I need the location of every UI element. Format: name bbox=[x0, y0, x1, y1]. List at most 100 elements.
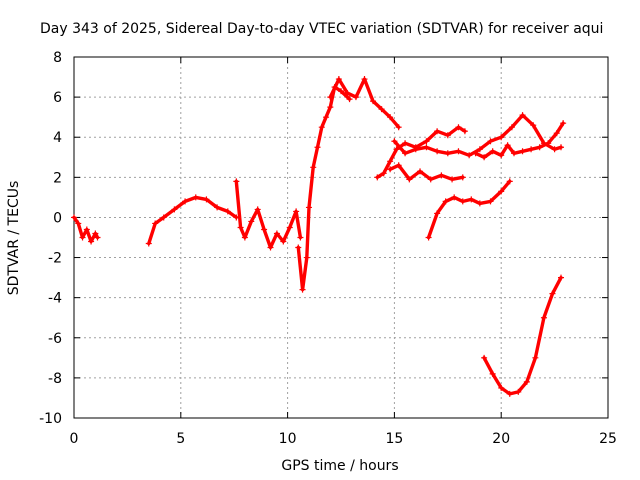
data-point bbox=[241, 234, 248, 241]
data-point bbox=[286, 224, 293, 231]
data-point bbox=[553, 130, 560, 137]
data-point bbox=[310, 164, 317, 171]
data-point bbox=[466, 152, 473, 159]
data-point bbox=[374, 174, 381, 181]
x-tick-label: 15 bbox=[385, 431, 403, 447]
data-point bbox=[361, 76, 368, 83]
data-point bbox=[79, 234, 86, 241]
data-point bbox=[508, 124, 515, 131]
x-tick-label: 10 bbox=[279, 431, 297, 447]
data-point bbox=[233, 178, 240, 185]
series-arc-10 bbox=[426, 179, 512, 240]
data-point bbox=[182, 198, 189, 205]
data-point bbox=[406, 176, 413, 183]
data-point bbox=[305, 204, 312, 211]
data-point bbox=[558, 274, 565, 281]
y-tick-label: 4 bbox=[53, 130, 62, 146]
data-point bbox=[318, 124, 325, 131]
data-point bbox=[434, 210, 441, 217]
data-point bbox=[237, 224, 244, 231]
data-point bbox=[402, 150, 409, 157]
data-point bbox=[519, 112, 526, 119]
data-point bbox=[203, 196, 210, 203]
data-point bbox=[442, 198, 449, 205]
data-point bbox=[352, 94, 359, 101]
data-point bbox=[88, 238, 95, 245]
data-point bbox=[214, 204, 221, 211]
data-point bbox=[455, 148, 462, 155]
data-point bbox=[498, 134, 505, 141]
series-arc-7 bbox=[388, 163, 465, 182]
data-point bbox=[412, 146, 419, 153]
data-point bbox=[378, 106, 385, 113]
x-tick-label: 20 bbox=[492, 431, 510, 447]
data-point bbox=[267, 244, 274, 251]
data-point bbox=[528, 146, 535, 153]
data-point bbox=[515, 388, 522, 395]
data-point bbox=[532, 354, 539, 361]
series-arc-3 bbox=[234, 179, 303, 250]
x-tick-label: 0 bbox=[70, 431, 79, 447]
data-point bbox=[346, 96, 353, 103]
data-point bbox=[299, 286, 306, 293]
data-point bbox=[449, 176, 456, 183]
data-point bbox=[380, 170, 387, 177]
y-tick-label: 2 bbox=[53, 170, 62, 186]
y-tick-label: -10 bbox=[39, 411, 62, 427]
data-point bbox=[489, 148, 496, 155]
data-point bbox=[444, 132, 451, 139]
data-point bbox=[498, 152, 505, 159]
data-point bbox=[536, 144, 543, 151]
data-point bbox=[71, 214, 77, 221]
data-point bbox=[472, 150, 479, 157]
data-point bbox=[558, 144, 565, 151]
data-point bbox=[393, 146, 400, 153]
y-tick-label: 6 bbox=[53, 90, 62, 106]
data-point bbox=[402, 140, 409, 147]
data-point bbox=[481, 354, 488, 361]
data-point bbox=[254, 206, 261, 213]
data-point bbox=[338, 88, 344, 95]
y-tick-label: -8 bbox=[48, 371, 62, 387]
data-point bbox=[487, 138, 494, 145]
y-tick-label: -6 bbox=[48, 331, 62, 347]
data-point bbox=[145, 240, 152, 247]
data-point bbox=[303, 254, 310, 261]
data-point bbox=[476, 146, 483, 153]
data-point bbox=[468, 196, 475, 203]
x-axis-label: GPS time / hours bbox=[281, 458, 398, 474]
data-point bbox=[438, 172, 445, 179]
data-point bbox=[391, 138, 398, 145]
data-series bbox=[71, 76, 567, 397]
data-point bbox=[387, 114, 394, 121]
series-arc-2 bbox=[147, 195, 239, 246]
data-point bbox=[530, 122, 537, 129]
data-point bbox=[314, 144, 321, 151]
data-point bbox=[152, 220, 159, 227]
data-point bbox=[423, 144, 430, 151]
data-point bbox=[171, 206, 178, 213]
data-point bbox=[293, 208, 300, 215]
data-point bbox=[75, 220, 82, 227]
chart-title: Day 343 of 2025, Sidereal Day-to-day VTE… bbox=[40, 21, 603, 37]
data-point bbox=[461, 128, 468, 135]
y-tick-label: 8 bbox=[53, 50, 62, 66]
data-point bbox=[92, 230, 99, 237]
data-point bbox=[487, 198, 494, 205]
data-point bbox=[481, 154, 488, 161]
ticks bbox=[73, 56, 609, 419]
y-tick-label: 0 bbox=[53, 210, 62, 226]
x-tick-label: 25 bbox=[599, 431, 617, 447]
data-point bbox=[248, 218, 255, 225]
data-point bbox=[335, 76, 342, 83]
data-point bbox=[504, 142, 511, 149]
data-point bbox=[395, 124, 402, 131]
data-point bbox=[423, 138, 430, 145]
data-point bbox=[327, 94, 334, 101]
data-point bbox=[370, 98, 377, 105]
data-point bbox=[395, 162, 402, 169]
series-arc-9 bbox=[473, 121, 565, 160]
data-point bbox=[425, 234, 432, 241]
data-point bbox=[323, 114, 330, 121]
